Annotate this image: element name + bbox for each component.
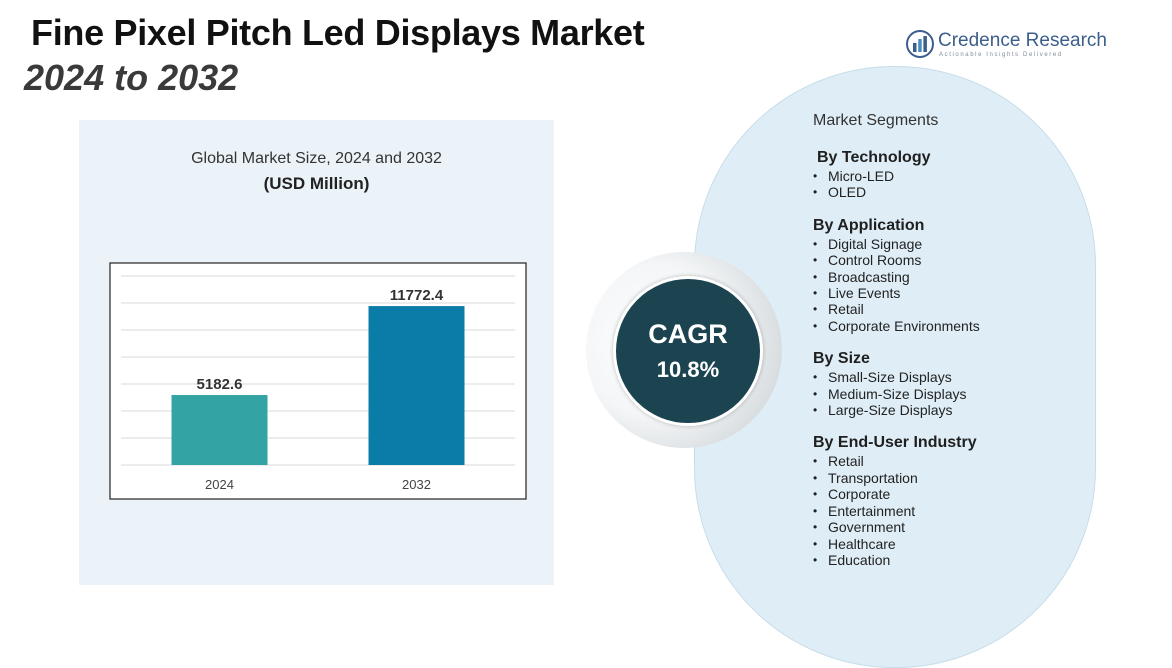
logo-name: Credence Research [938,30,1107,51]
data-label-2032: 11772.4 [390,287,444,304]
segment-item: Large-Size Displays [813,402,1113,419]
segment-group-title: By End-User Industry [813,434,977,452]
segment-item: Government [813,519,1113,536]
segment-item: Retail [813,301,1113,318]
x-tick-2024: 2024 [205,477,234,492]
segment-group-application: By Application Digital Signage Control R… [813,216,1113,335]
segment-group-title: By Size [813,350,870,368]
segment-item: Education [813,552,1113,569]
segment-item: Digital Signage [813,236,1113,253]
segment-group-end-user-industry: By End-User Industry Retail Transportati… [813,434,1113,568]
cagr-badge: CAGR 10.8% [613,276,763,426]
segment-item: Retail [813,453,1113,470]
segment-item: Healthcare [813,536,1113,553]
segments-heading: Market Segments [813,112,939,129]
credence-research-logo: Credence Research Actionable Insights De… [906,30,1107,62]
segment-item: Control Rooms [813,252,1113,269]
segment-item: OLED [813,184,1113,201]
bars [171,306,465,465]
segment-item: Corporate [813,486,1113,503]
chart-unit-label: (USD Million) [263,174,370,193]
chart-title: Global Market Size, 2024 and 2032 [191,150,442,167]
data-labels: 5182.6 11772.4 [197,287,444,393]
bar-2032 [368,306,465,465]
segment-item: Entertainment [813,503,1113,520]
market-segments: Market Segments By Technology Micro-LED … [813,112,1113,584]
market-size-chart-panel: Global Market Size, 2024 and 2032 (USD M… [79,120,554,585]
segment-item: Corporate Environments [813,318,1113,335]
bar-2024 [171,395,268,465]
cagr-value: 10.8% [656,357,720,382]
segment-item: Small-Size Displays [813,369,1113,386]
data-label-2024: 5182.6 [197,376,243,393]
segment-group-technology: By Technology Micro-LED OLED [813,149,1113,201]
segment-item: Broadcasting [813,269,1113,286]
segment-item: Micro-LED [813,168,1113,185]
page-subtitle-years: 2024 to 2032 [24,57,239,98]
bar-chart-logo-icon [906,30,934,58]
cagr-label: CAGR [648,319,728,349]
segment-item: Transportation [813,470,1113,487]
x-tick-labels: 2024 2032 [205,477,431,492]
logo-tagline: Actionable Insights Delivered [939,52,1063,58]
page-title: Fine Pixel Pitch Led Displays Market [31,12,645,53]
segment-group-title: By Application [813,216,925,234]
segment-item: Live Events [813,285,1113,302]
bar-chart: 5182.6 11772.4 2024 2032 [109,262,527,500]
segment-group-size: By Size Small-Size Displays Medium-Size … [813,350,1113,419]
x-tick-2032: 2032 [402,477,431,492]
segment-item: Medium-Size Displays [813,386,1113,403]
segment-group-title: By Technology [817,149,931,166]
